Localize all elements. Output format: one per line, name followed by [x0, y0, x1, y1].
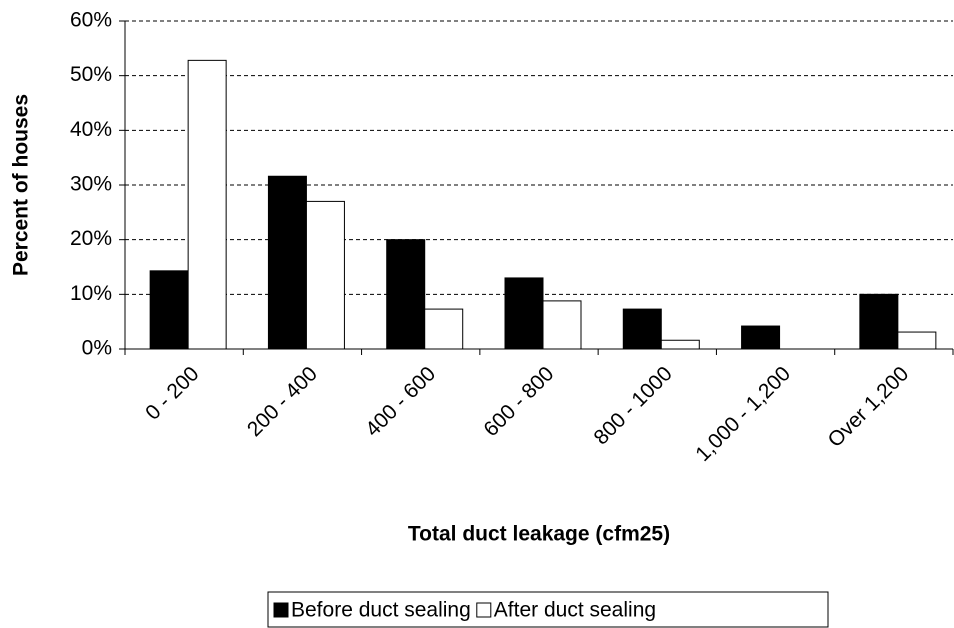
- x-tick-label: 400 - 600: [361, 362, 440, 441]
- bar: [504, 277, 544, 350]
- bar: [149, 270, 189, 350]
- y-tick-label: 60%: [70, 9, 112, 32]
- bar: [305, 200, 345, 350]
- bar: [660, 339, 700, 350]
- y-tick-label: 50%: [70, 63, 112, 86]
- bar: [897, 331, 937, 350]
- bar: [622, 308, 662, 350]
- x-tick-label: 600 - 800: [479, 362, 558, 441]
- legend-swatch: [476, 602, 492, 618]
- x-axis-title: Total duct leakage (cfm25): [408, 523, 670, 546]
- legend-label: Before duct sealing: [291, 599, 471, 622]
- bar: [187, 59, 227, 350]
- y-tick-label: 40%: [70, 118, 112, 141]
- y-tick-label: 30%: [70, 173, 112, 196]
- x-tick-label: 800 - 1000: [589, 362, 676, 449]
- x-tick-label: 200 - 400: [243, 362, 322, 441]
- legend-box: [267, 591, 829, 628]
- bar: [741, 325, 781, 350]
- y-tick-label: 20%: [70, 227, 112, 250]
- legend-swatch: [273, 602, 289, 618]
- x-tick-label: Over 1,200: [824, 362, 914, 452]
- bar: [424, 308, 464, 350]
- x-tick-label: 0 - 200: [141, 362, 204, 425]
- y-tick-label: 0%: [82, 337, 112, 360]
- bar: [386, 239, 426, 350]
- x-tick-label: 1,000 - 1,200: [691, 362, 795, 466]
- legend-label: After duct sealing: [494, 599, 656, 622]
- bar: [267, 175, 307, 350]
- y-tick-label: 10%: [70, 282, 112, 305]
- bar: [859, 293, 899, 350]
- y-axis-title: Percent of houses: [10, 94, 33, 276]
- bar: [542, 300, 582, 350]
